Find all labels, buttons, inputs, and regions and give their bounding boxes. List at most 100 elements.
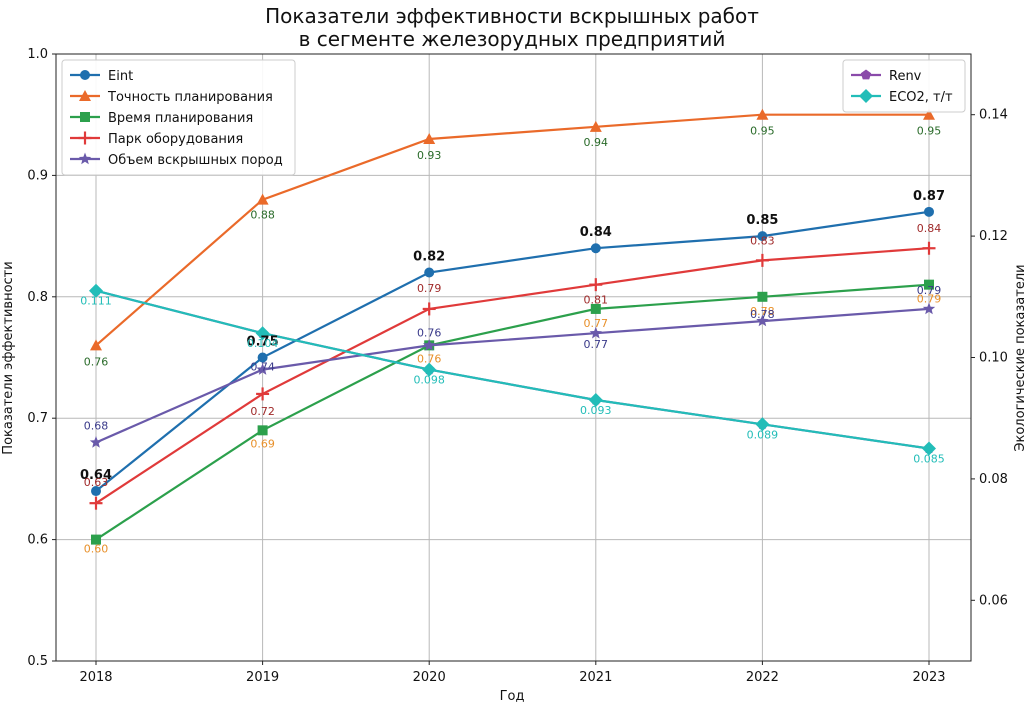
series-3-point [89, 496, 103, 510]
x-tick-label: 2018 [79, 670, 112, 685]
series-4-data-label: 0.76 [417, 326, 442, 339]
legend-label: Объем вскрышных пород [108, 153, 283, 168]
series-6-point [588, 392, 603, 407]
series-2-data-label: 0.60 [84, 543, 109, 556]
series-4-data-label: 0.68 [84, 419, 109, 432]
series-2-data-label: 0.77 [584, 317, 609, 330]
legend-label: Точность планирования [107, 90, 273, 105]
series-2-point [257, 425, 268, 436]
series-0-point [257, 352, 268, 363]
series-3-data-label: 0.84 [917, 222, 942, 235]
series-6-data-label: 0.093 [580, 404, 612, 417]
series-3-data-label: 0.83 [750, 234, 775, 247]
series-5-line [95, 289, 930, 450]
series-0-data-label: 0.85 [746, 213, 778, 228]
series-6-point [89, 283, 103, 298]
series-1-point [923, 108, 935, 120]
legend-right-entry: ECO2, т/т [851, 89, 953, 105]
y2-tick-label: 0.08 [979, 472, 1008, 487]
series-6-point [755, 417, 770, 432]
series-1-line [95, 113, 929, 347]
series-5 [90, 285, 935, 453]
legend-left-entry: Eint [70, 69, 133, 84]
series-6 [89, 283, 936, 456]
series-0-data-label: 0.82 [413, 250, 445, 265]
y-tick-label: 0.6 [27, 533, 48, 548]
series-4-data-label: 0.77 [584, 338, 609, 351]
series-4 [89, 302, 936, 448]
series-6-data-label: 0.098 [413, 374, 445, 387]
x-axis-label: Год [500, 689, 525, 704]
legend-label: Renv [889, 69, 922, 84]
series-3 [89, 241, 936, 510]
series-2-data-label: 0.69 [250, 437, 275, 450]
x-tick-label: 2021 [579, 670, 612, 685]
x-tick-label: 2023 [912, 670, 945, 685]
series-3-data-label: 0.72 [250, 405, 275, 418]
series-3-data-label: 0.79 [417, 282, 442, 295]
legend-label: ECO2, т/т [889, 90, 953, 105]
chart-title-line-2: в сегменте железорудных предприятий [299, 27, 726, 51]
y-tick-label: 0.7 [27, 411, 48, 426]
series-3-line [95, 247, 930, 505]
series-layer [89, 108, 936, 545]
series-2-data-label: 0.76 [417, 352, 442, 365]
series-6-data-label: 0.085 [913, 453, 945, 466]
legend-swatch-marker [78, 152, 92, 165]
y2-tick-label: 0.10 [979, 351, 1008, 366]
series-4-data-label: 0.79 [917, 284, 942, 297]
series-6-line [95, 289, 930, 450]
series-2-point [924, 279, 934, 290]
series-3-data-label: 0.63 [84, 476, 109, 489]
legend-label: Eint [108, 69, 133, 84]
y2-tick-label: 0.12 [979, 229, 1008, 244]
legend-left: Eint Точность планирования Время планирова… [61, 59, 296, 176]
legend-swatch-marker [78, 131, 92, 145]
series-1-point [90, 339, 102, 351]
legend-swatch-marker [859, 89, 873, 103]
series-0-point [590, 243, 601, 254]
series-0-data-label: 0.84 [580, 225, 612, 240]
y-tick-label: 0.8 [27, 290, 48, 305]
series-3-point [589, 278, 603, 292]
series-6-data-label: 0.089 [747, 428, 779, 441]
series-1-data-label: 0.88 [250, 209, 275, 222]
series-6-point [255, 326, 270, 341]
legend-left-entry: Точность планирования [70, 90, 273, 105]
series-1-data-label: 0.93 [417, 149, 442, 162]
series-2-data-label: 0.78 [750, 305, 775, 318]
series-0-point [424, 267, 435, 278]
series-4-data-label: 0.74 [250, 361, 275, 374]
x-axis: 2018 2019 2020 2021 2022 2023 [79, 661, 946, 685]
series-2-point [590, 303, 601, 314]
series-2 [91, 279, 934, 545]
series-1-point [756, 108, 769, 120]
chart-title-line-1: Показатели эффективности вскрышных работ [265, 4, 759, 28]
series-1-data-label: 0.95 [750, 125, 775, 138]
series-0-data-label: 0.87 [913, 189, 945, 204]
series-0-data-label: 0.75 [247, 335, 279, 350]
series-6-point [922, 441, 936, 456]
series-1-point [589, 120, 602, 132]
legend-label: Время планирования [108, 111, 253, 126]
y-tick-label: 0.5 [27, 654, 48, 669]
series-4-line [95, 307, 930, 444]
legend-swatch-marker [80, 112, 90, 122]
series-6-point [422, 362, 437, 377]
series-4-point [589, 326, 602, 339]
series-4-point [89, 436, 103, 448]
x-tick-label: 2019 [246, 670, 279, 685]
series-4-point [922, 302, 936, 315]
y2-tick-label: 0.06 [979, 593, 1008, 608]
data-labels: 0.64 0.75 0.82 0.84 0.85 0.87 0.76 0.88 0.93 0.94… [80, 125, 945, 556]
y2-axis-label: Экологические показатели [1013, 264, 1028, 451]
legend-swatch-marker [79, 90, 91, 101]
series-1-data-label: 0.94 [584, 136, 609, 149]
series-3-point [922, 241, 936, 255]
series-0 [91, 206, 934, 497]
legend-left-frame [61, 59, 296, 176]
series-3-point [256, 387, 270, 401]
legend-swatch-marker [80, 70, 90, 80]
legend-right-entry: Renv [851, 69, 922, 84]
